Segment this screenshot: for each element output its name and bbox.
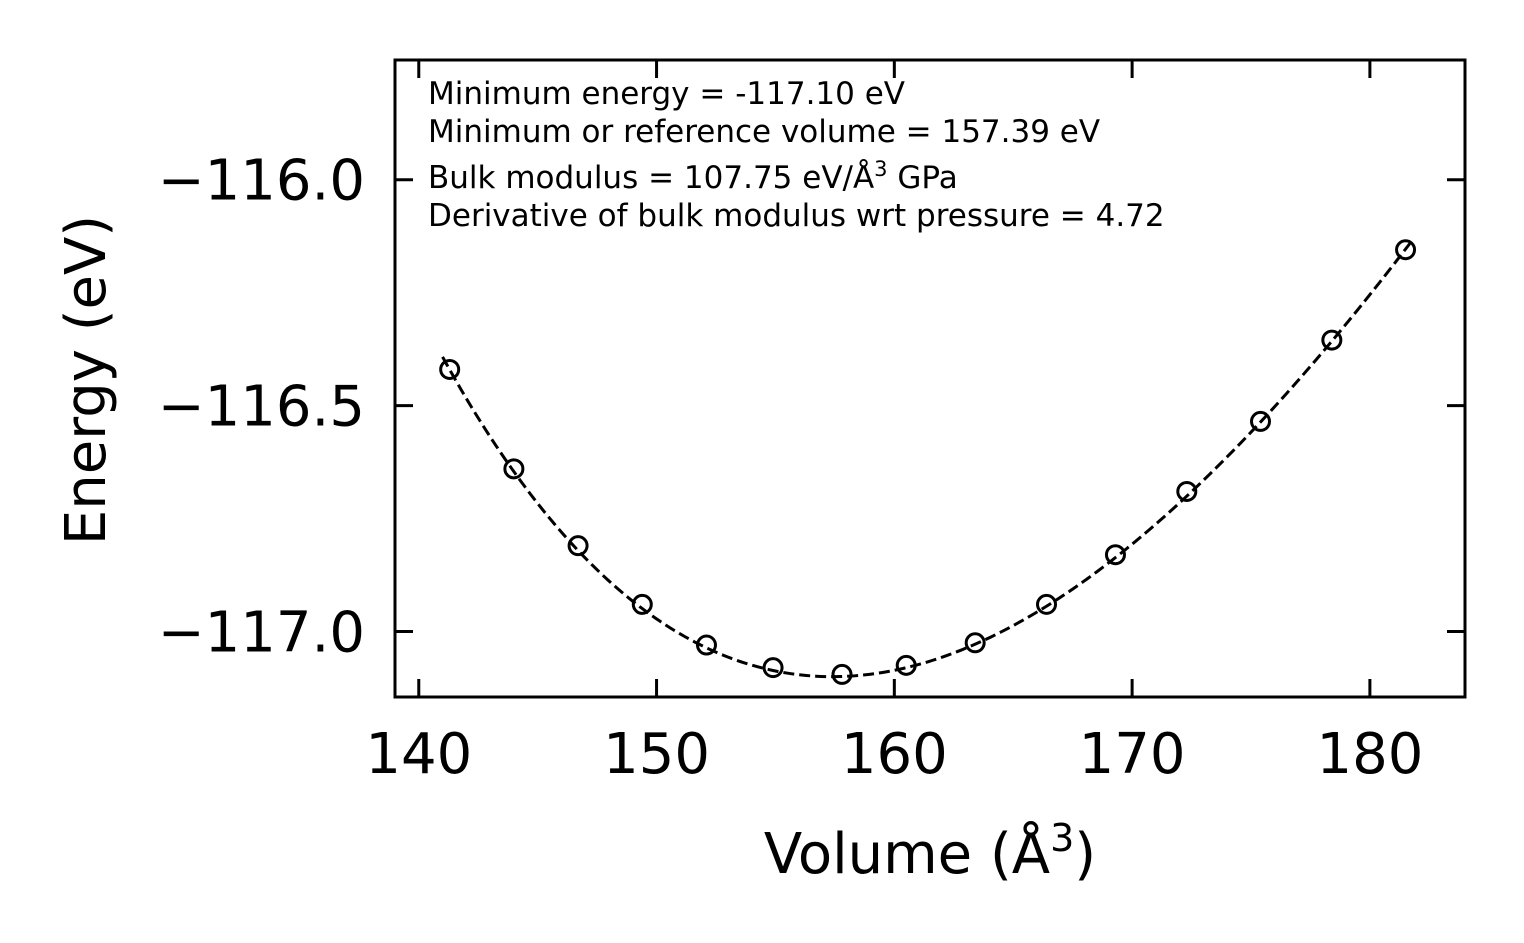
data-point: [1176, 480, 1198, 502]
annotation-bulk-modulus-derivative: Derivative of bulk modulus wrt pressure …: [428, 198, 1165, 234]
annotation-box: Minimum energy = -117.10 eV Minimum or r…: [428, 76, 1165, 234]
x-axis-label: Volume (Å3): [764, 816, 1096, 887]
data-point: [1036, 593, 1058, 615]
fit-layer: [441, 238, 1414, 679]
ticks-layer: [395, 60, 1465, 697]
x-tick-label: 140: [365, 722, 472, 787]
data-point: [1250, 410, 1272, 432]
fit-curve: [441, 238, 1414, 679]
x-tick-label: 170: [1079, 722, 1186, 787]
data-point: [695, 634, 717, 656]
y-tick-labels: −116.0 −116.5 −117.0: [158, 149, 365, 666]
annotation-bulk-modulus: Bulk modulus = 107.75 eV/Å3 GPa: [428, 157, 958, 196]
annotation-min-energy: Minimum energy = -117.10 eV: [428, 76, 905, 112]
x-tick-labels: 140 150 160 170 180: [365, 722, 1423, 787]
y-tick-label: −116.0: [158, 149, 365, 214]
data-point: [831, 663, 853, 685]
data-point: [762, 657, 784, 679]
annotation-min-volume: Minimum or reference volume = 157.39 eV: [428, 114, 1100, 150]
x-tick-label: 150: [603, 722, 710, 787]
y-tick-label: −117.0: [158, 600, 365, 665]
x-tick-label: 160: [841, 722, 948, 787]
y-tick-label: −116.5: [158, 375, 365, 440]
data-point: [964, 632, 986, 654]
data-point: [1104, 544, 1126, 566]
data-point: [895, 654, 917, 676]
points-layer: [439, 239, 1417, 685]
data-point: [567, 535, 589, 557]
data-point: [439, 358, 461, 380]
data-point: [1395, 239, 1417, 261]
data-point: [503, 458, 525, 480]
data-point: [1321, 329, 1343, 351]
plot-frame: [393, 58, 1467, 699]
y-axis-label: Energy (eV): [54, 215, 119, 545]
x-tick-label: 180: [1316, 722, 1423, 787]
data-point: [631, 593, 653, 615]
